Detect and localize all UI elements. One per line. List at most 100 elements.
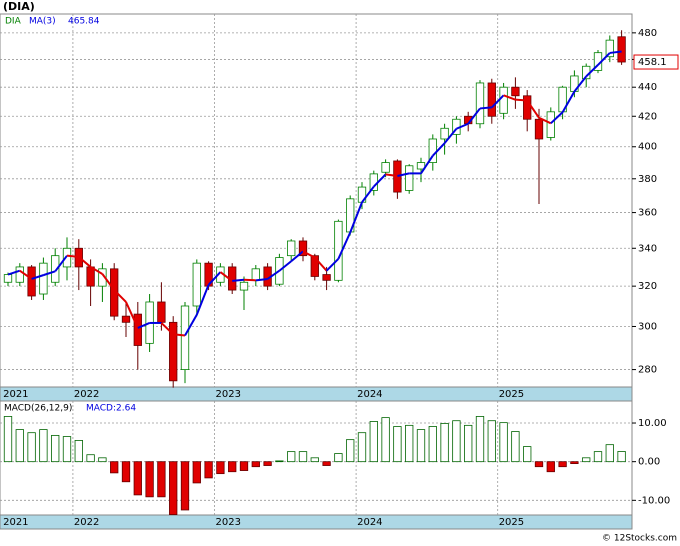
histogram-bar	[334, 453, 343, 463]
y-tick-label: 380	[638, 174, 657, 185]
histogram-bar	[464, 424, 473, 463]
ma-segment	[278, 260, 292, 272]
ma-segment	[125, 301, 139, 329]
candle-body	[51, 255, 60, 283]
y-tick-label: 10.00	[638, 418, 667, 429]
ma-segment	[361, 185, 375, 203]
ma-segment	[137, 322, 150, 329]
ma-segment	[184, 314, 198, 336]
histogram-bar	[322, 461, 331, 466]
ma-segment	[219, 271, 233, 282]
histogram-bar	[405, 424, 414, 463]
candle-body	[511, 86, 520, 97]
candle-body	[605, 39, 614, 58]
histogram-bar	[51, 434, 60, 463]
histogram-bar	[263, 461, 272, 466]
price-panel	[0, 13, 633, 388]
ma-segment	[585, 64, 599, 78]
histogram-bar	[416, 429, 426, 463]
candle-body	[251, 268, 260, 281]
ma-segment	[609, 50, 622, 54]
indicator-title: MACD(26,12,9)	[4, 404, 72, 414]
ma-segment	[173, 333, 186, 337]
ma-segment	[160, 322, 174, 335]
histogram-bar	[487, 420, 496, 463]
histogram-bar	[157, 461, 166, 498]
candle-body	[86, 266, 95, 287]
candle-body	[62, 247, 72, 268]
ma-segment	[467, 107, 481, 125]
y-tick-label: 0.00	[638, 457, 660, 468]
ma-segment	[456, 122, 469, 130]
x-tick-label: 2025	[499, 389, 524, 400]
ma-segment	[597, 52, 611, 66]
y-tick-label: 420	[638, 111, 657, 122]
histogram-bar	[180, 461, 190, 511]
legend-entry: MACD:2.64	[86, 404, 136, 414]
ma-segment	[232, 278, 245, 282]
ma-segment	[66, 254, 79, 258]
histogram-bar	[452, 420, 461, 463]
histogram-bar	[617, 451, 626, 463]
candle-body	[287, 240, 296, 257]
ma-segment	[515, 98, 528, 102]
ma-segment	[302, 250, 316, 259]
x-tick-label: 2022	[74, 517, 99, 528]
legend-entry: DIA	[5, 17, 22, 27]
candle-body	[487, 82, 496, 117]
ma-segment	[538, 116, 552, 125]
histogram-bar	[27, 432, 36, 463]
ma-segment	[503, 94, 516, 101]
candle-body	[39, 262, 48, 295]
histogram-bar	[499, 422, 508, 463]
ma-segment	[573, 75, 587, 93]
candle-body	[310, 255, 319, 277]
ma-segment	[195, 284, 210, 316]
histogram-bar	[310, 457, 319, 463]
candle-body	[157, 301, 166, 323]
histogram-bar	[3, 416, 13, 463]
ma-segment	[385, 173, 398, 177]
candle-body	[298, 240, 308, 257]
ma-segment	[19, 269, 33, 280]
ma-segment	[243, 278, 256, 282]
histogram-bar	[593, 451, 603, 463]
ma-segment	[290, 250, 304, 263]
y-tick-label: 400	[638, 142, 657, 153]
histogram-bar	[381, 417, 390, 463]
ma-segment	[373, 173, 387, 188]
ma-segment	[349, 201, 363, 233]
y-tick-label: 340	[638, 243, 657, 254]
ma-segment	[479, 106, 492, 110]
histogram-bar	[74, 440, 83, 463]
ma-segment	[54, 255, 68, 272]
histogram-bar	[251, 461, 260, 468]
ma-segment	[255, 277, 268, 282]
ma-segment	[314, 256, 328, 272]
histogram-bar	[511, 431, 520, 463]
last-price-label: 458.1	[638, 57, 667, 68]
histogram-bar	[145, 461, 154, 498]
histogram-bar	[239, 461, 249, 471]
x-tick-label: 2025	[499, 517, 524, 528]
histogram-bar	[15, 429, 24, 463]
y-tick-label: 360	[638, 208, 657, 219]
histogram-bar	[169, 461, 178, 516]
ma-segment	[397, 172, 410, 177]
y-tick-label: 480	[638, 28, 657, 39]
footer: © 12Stocks.com	[602, 534, 677, 544]
histogram-bar	[121, 461, 131, 483]
candle-body	[3, 274, 13, 283]
x-tick-label: 2023	[216, 517, 241, 528]
histogram-bar	[523, 446, 532, 463]
histogram-bar	[346, 439, 355, 463]
histogram-bar	[582, 457, 591, 463]
histogram-bar	[275, 460, 284, 463]
histogram-bar	[570, 461, 579, 465]
x-tick-label: 2021	[3, 517, 28, 528]
histogram-bar	[228, 461, 237, 473]
last-price-box	[633, 54, 679, 70]
x-tick-label: 2021	[3, 389, 28, 400]
